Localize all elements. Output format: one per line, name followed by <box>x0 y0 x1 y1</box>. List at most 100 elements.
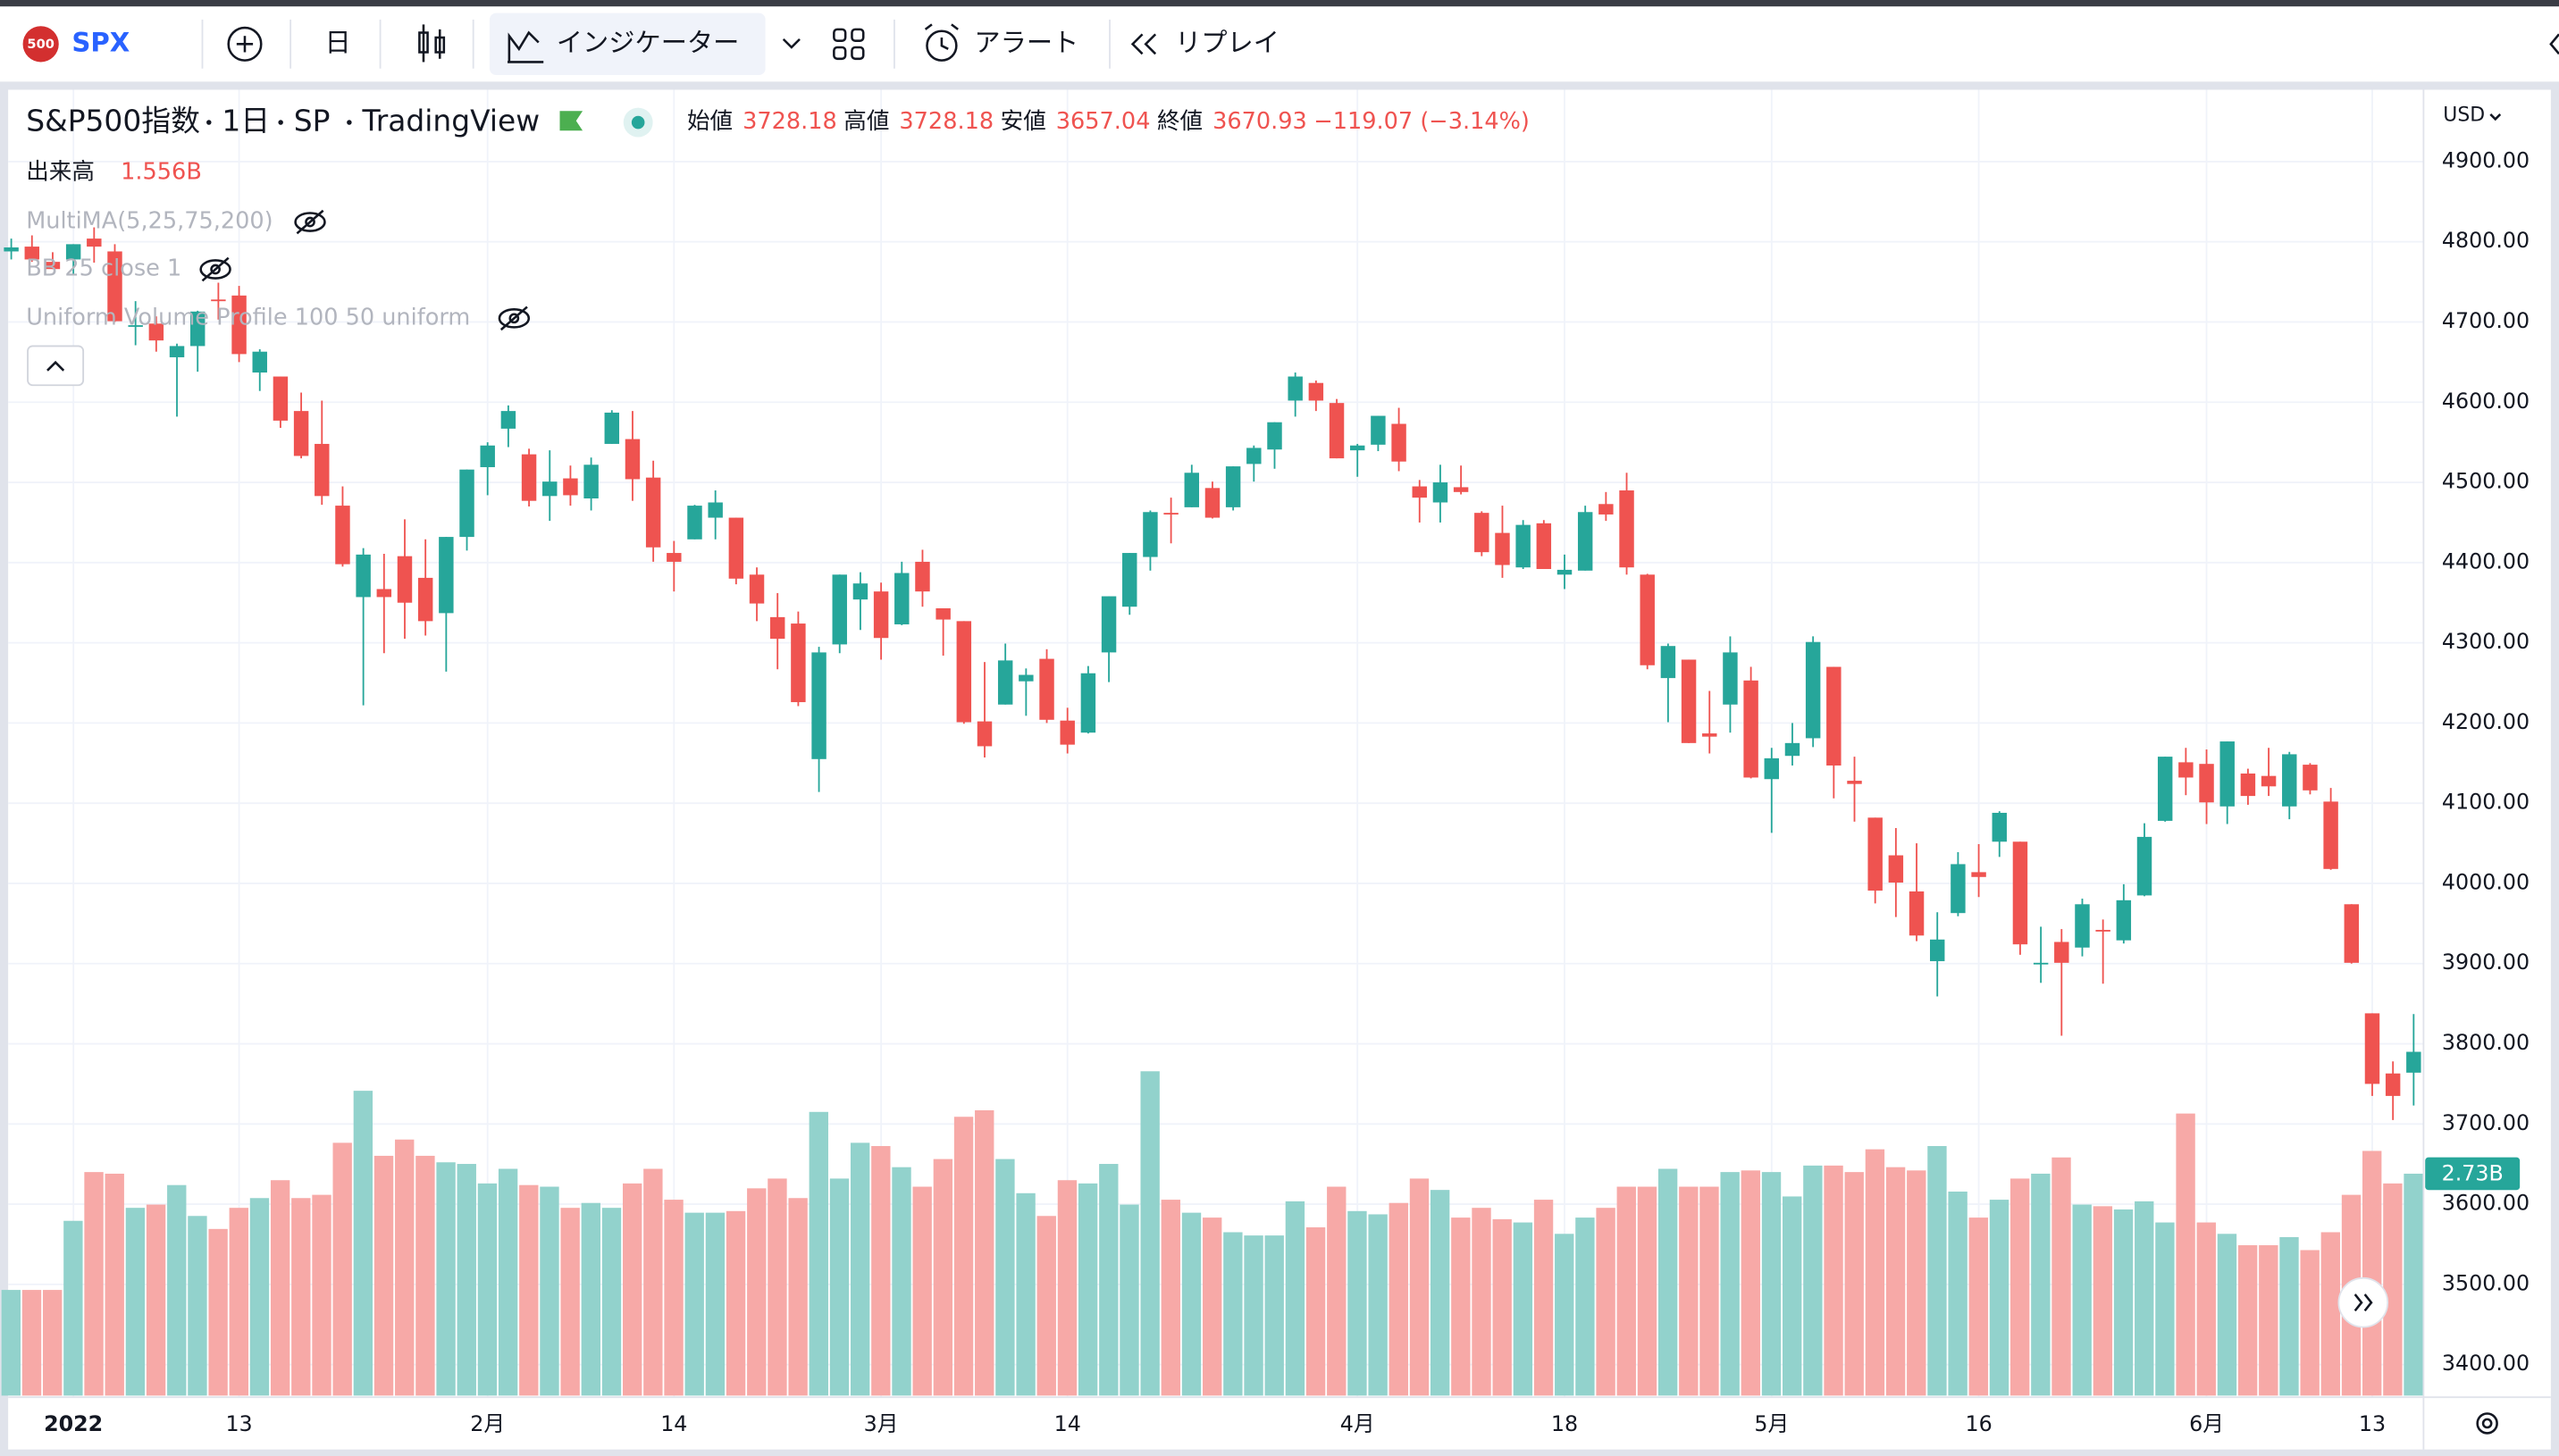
candle-body <box>2178 762 2194 778</box>
volume-bar <box>953 1117 974 1396</box>
volume-bar <box>519 1184 539 1396</box>
currency-menu[interactable] <box>2489 113 2502 121</box>
layout-button[interactable] <box>833 28 865 61</box>
indicators-menu[interactable] <box>782 38 801 49</box>
candle-body <box>4 247 19 252</box>
volume-bar <box>1389 1202 1408 1396</box>
candle-body <box>1888 855 1904 883</box>
volume-bar <box>2135 1201 2154 1396</box>
candle-body <box>2075 904 2090 948</box>
candle-body <box>1101 596 1117 653</box>
volume-bar <box>415 1155 435 1396</box>
volume-last-label: 2.73B <box>2442 1160 2504 1185</box>
volume-bar <box>2362 1151 2382 1396</box>
indicator[interactable]: MultiMA(5,25,75,200) <box>26 208 273 235</box>
candle-body <box>1184 473 1200 507</box>
replay-icon[interactable] <box>1130 33 1157 55</box>
candle-body <box>667 553 682 562</box>
chart-type-button[interactable] <box>418 24 446 63</box>
compare-button[interactable] <box>227 26 263 62</box>
volume-bar <box>623 1183 642 1396</box>
candle-body <box>687 506 702 540</box>
volume-bar <box>1016 1192 1036 1396</box>
candle-body <box>604 412 620 444</box>
currency[interactable]: USD <box>2443 105 2485 127</box>
volume-bar <box>2176 1113 2195 1396</box>
alert-label[interactable]: アラート <box>974 27 1078 57</box>
volume-bar <box>2237 1245 2258 1396</box>
volume-bar <box>1596 1208 1615 1396</box>
candle-body <box>1826 666 1842 766</box>
candle-body <box>1288 376 1303 401</box>
candle-body <box>500 411 516 429</box>
candle-body <box>977 721 993 747</box>
volume-bar <box>705 1212 726 1396</box>
hidden-eye[interactable] <box>199 256 231 282</box>
candle-body <box>1951 864 1966 914</box>
candle-body <box>2406 1051 2421 1073</box>
hidden-eye[interactable] <box>294 209 326 235</box>
candle-body <box>1536 523 1552 570</box>
candle-body <box>2261 775 2277 787</box>
volume-bar <box>1264 1235 1284 1396</box>
ohlc-value: 3670.93 <box>1212 108 1307 135</box>
collapse-button[interactable] <box>27 345 85 387</box>
x-tick-label: 3月 <box>864 1411 899 1436</box>
y-tick-label: 4500.00 <box>2442 469 2530 494</box>
candle-body <box>1474 513 1489 553</box>
volume-bar <box>1699 1186 1719 1396</box>
replay-label[interactable]: リプレイ <box>1175 27 1280 57</box>
settings[interactable] <box>2476 1412 2498 1435</box>
indicators-button[interactable] <box>489 13 766 76</box>
candle-body <box>1681 659 1697 743</box>
interval-button[interactable]: 日 <box>324 27 350 57</box>
volume-bar <box>2217 1234 2237 1396</box>
ohlc-value: 3657.04 <box>1056 108 1151 135</box>
x-tick-label: 2022 <box>44 1411 103 1436</box>
volume-bar <box>1305 1227 1326 1396</box>
volume-bar <box>1948 1191 1967 1396</box>
candle-body <box>1640 574 1655 665</box>
volume-bar <box>1368 1214 1388 1396</box>
ohlc-label: 安値 <box>1001 108 1046 135</box>
candle-body <box>1784 742 1800 757</box>
symbol-logo[interactable] <box>22 26 59 63</box>
candle-body <box>2240 773 2256 797</box>
candle-body <box>480 445 495 467</box>
volume-bar <box>643 1168 663 1396</box>
candle-body <box>521 454 537 501</box>
candle-body <box>1143 512 1158 557</box>
volume-bar <box>353 1091 373 1396</box>
candle-body <box>2303 765 2318 791</box>
candle-body <box>87 238 102 247</box>
volume-bar <box>2031 1173 2051 1396</box>
candle-body <box>563 478 578 496</box>
candle-body <box>1122 553 1137 607</box>
candle-body <box>1267 422 1282 450</box>
volume-bar <box>84 1172 104 1396</box>
x-tick-label: 13 <box>225 1411 252 1436</box>
volume-bar <box>871 1146 891 1396</box>
indicator[interactable]: BB 25 close 1 <box>26 255 181 282</box>
volume-bar <box>2259 1245 2278 1396</box>
candle-body <box>315 443 330 497</box>
ohlc-value: 3728.18 <box>899 108 994 135</box>
candle-body <box>231 295 247 355</box>
volume-bar <box>1824 1165 1843 1396</box>
panel-toggle[interactable] <box>2549 33 2559 55</box>
volume-label: 出来高 <box>26 159 95 186</box>
alert-icon[interactable] <box>924 23 959 62</box>
volume-bar <box>270 1180 290 1396</box>
y-tick-label: 3900.00 <box>2442 950 2530 975</box>
candle-body <box>542 481 558 497</box>
candle-body <box>1867 817 1883 891</box>
volume-bar <box>2113 1209 2134 1396</box>
symbol[interactable]: SPX <box>71 27 130 57</box>
hidden-eye[interactable] <box>498 305 531 331</box>
candle-body <box>1971 872 1986 877</box>
candle-body <box>1992 812 2007 842</box>
indicator[interactable]: Uniform Volume Profile 100 50 uniform <box>26 304 470 331</box>
candle-body <box>459 469 474 538</box>
legend-symbol: S&P500指数 <box>26 104 200 138</box>
scroll-to-end[interactable] <box>2337 1276 2389 1328</box>
